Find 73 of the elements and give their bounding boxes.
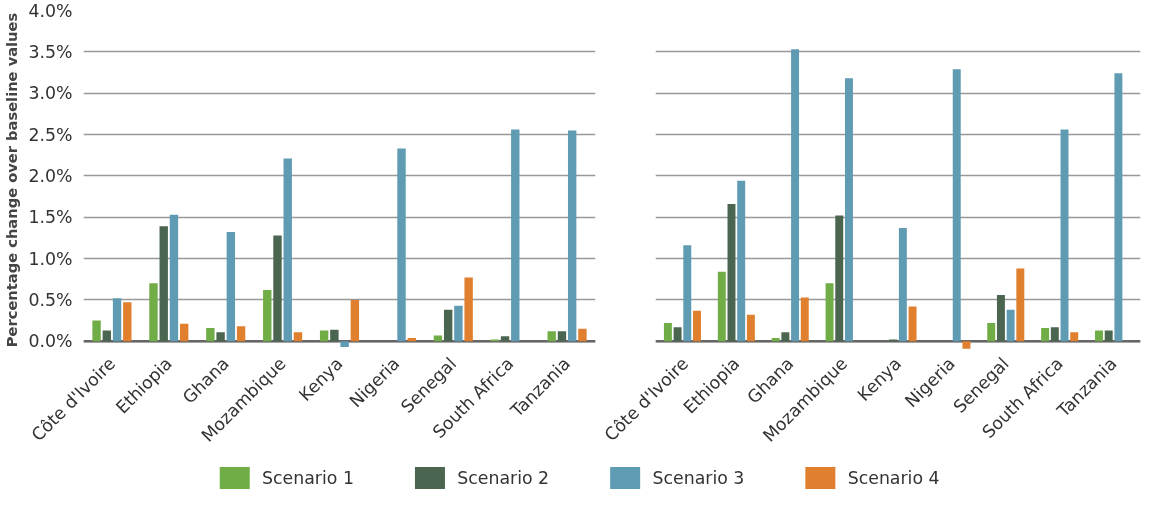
y-tick-label: 2.5% — [28, 124, 73, 145]
bar — [717, 271, 726, 342]
bar — [898, 227, 907, 342]
bar — [567, 130, 577, 342]
bar — [206, 328, 215, 342]
bar — [996, 294, 1005, 342]
bar — [683, 245, 692, 342]
bar — [1016, 268, 1025, 342]
bar — [454, 305, 463, 342]
bar — [330, 329, 339, 342]
bar — [340, 341, 349, 348]
y-tick-label: 4.0% — [28, 0, 73, 21]
bar — [397, 148, 406, 342]
bar — [800, 297, 809, 342]
bar — [443, 309, 453, 342]
bar — [1095, 330, 1103, 342]
bar — [791, 49, 800, 342]
bar — [179, 323, 189, 342]
bar — [825, 283, 834, 342]
bar — [835, 215, 844, 342]
bar — [1050, 327, 1059, 342]
legend-label: Scenario 4 — [847, 468, 940, 488]
bar — [693, 310, 701, 342]
bar — [557, 331, 567, 342]
bar — [1104, 330, 1113, 342]
bar — [112, 298, 122, 342]
bar — [92, 320, 101, 342]
bar — [1114, 73, 1123, 342]
y-axis-title: Percentage change over baseline values — [3, 12, 21, 348]
bar — [908, 306, 917, 342]
bar — [464, 277, 473, 342]
bar — [149, 283, 158, 342]
bar — [781, 332, 790, 342]
bar — [350, 299, 360, 342]
bar — [283, 158, 292, 342]
bar — [746, 314, 755, 342]
y-tick-label: 0.0% — [28, 331, 73, 352]
legend-label: Scenario 3 — [652, 468, 745, 488]
bar — [319, 330, 329, 342]
bar — [1070, 332, 1079, 342]
bar — [236, 326, 246, 342]
bar — [737, 180, 746, 342]
bar — [169, 214, 179, 342]
y-tick-label: 2.0% — [28, 165, 73, 186]
bar — [123, 302, 132, 342]
bar — [433, 335, 443, 342]
legend-label: Scenario 2 — [457, 468, 550, 488]
bar — [159, 226, 168, 342]
bar — [771, 337, 780, 342]
bar — [844, 78, 853, 342]
bar — [962, 341, 971, 349]
bar — [578, 328, 587, 342]
y-tick-label: 0.5% — [28, 289, 73, 310]
bar — [1041, 328, 1050, 342]
bar — [511, 129, 520, 342]
bar — [500, 336, 510, 342]
bar — [1006, 309, 1015, 342]
y-tick-label: 3.0% — [28, 83, 73, 104]
bar — [987, 323, 996, 342]
bar — [663, 323, 672, 342]
bar — [273, 235, 282, 342]
y-tick-label: 1.5% — [28, 207, 73, 228]
legend-label: Scenario 1 — [262, 468, 354, 488]
bar — [216, 332, 225, 342]
bar — [293, 332, 303, 342]
bar — [952, 69, 961, 342]
bar — [263, 289, 272, 342]
bar — [226, 232, 236, 342]
y-tick-label: 3.5% — [28, 41, 73, 62]
bar — [547, 331, 556, 342]
bar — [102, 330, 112, 342]
y-tick-label: 1.0% — [28, 248, 73, 269]
bar — [673, 327, 682, 342]
